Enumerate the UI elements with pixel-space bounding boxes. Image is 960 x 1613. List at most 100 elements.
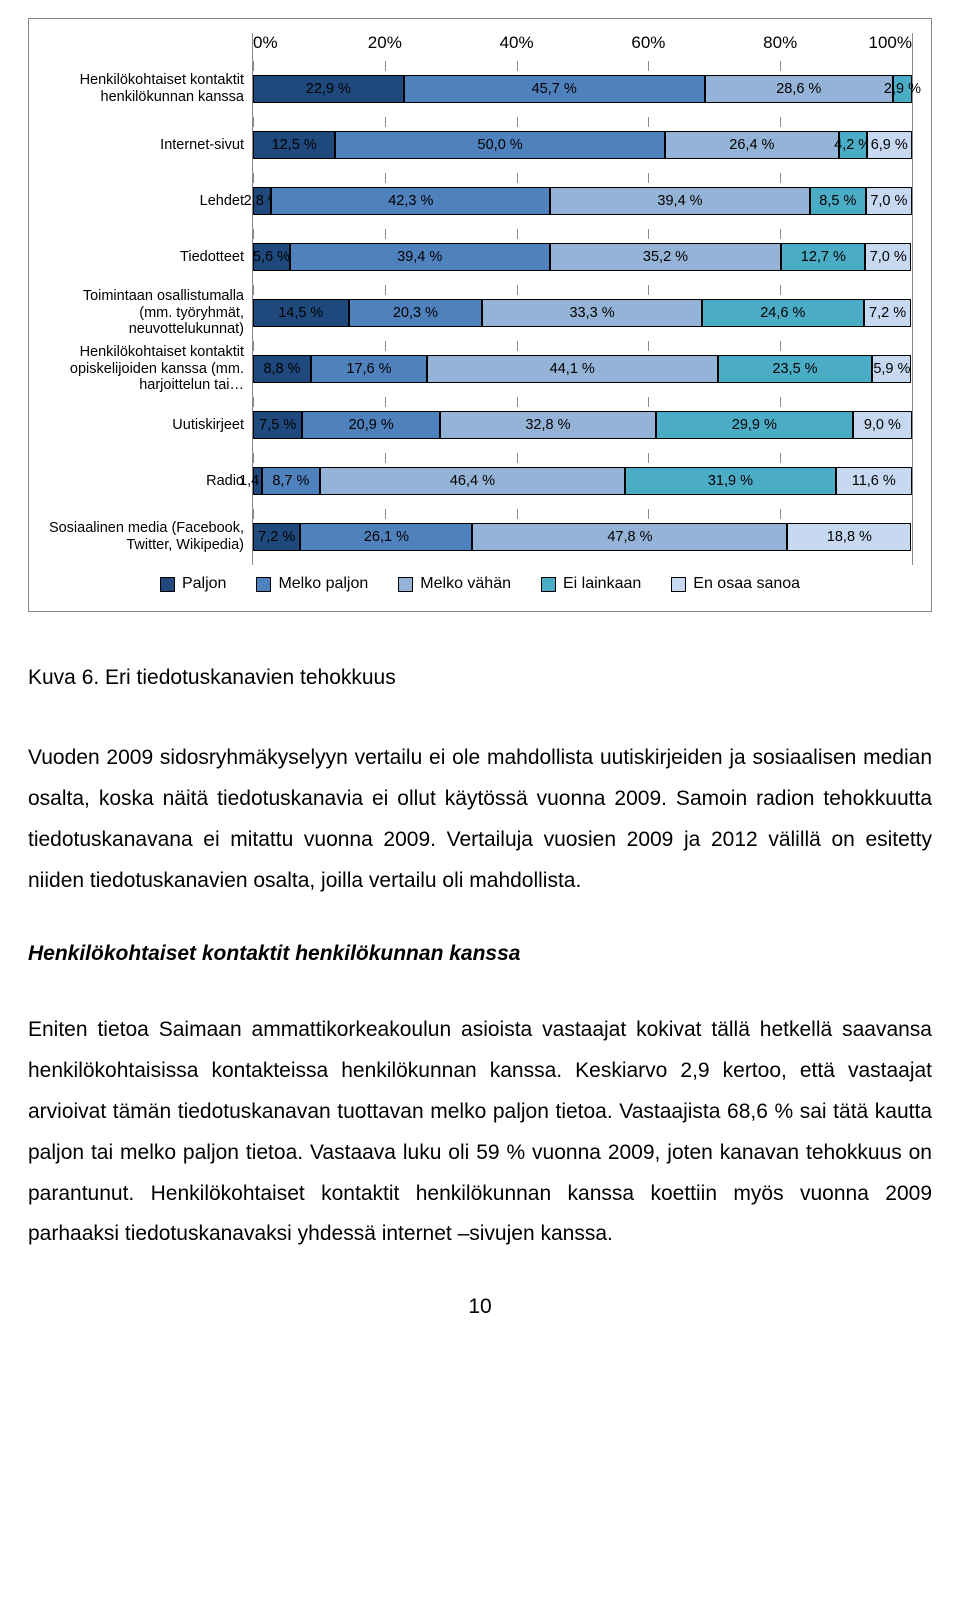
bar-category-label: Henkilökohtaiset kontaktit opiskelijoide… (47, 344, 252, 394)
bar-segment: 14,5 % (253, 299, 349, 327)
legend-label: Ei lainkaan (563, 575, 641, 593)
bar-row: 7,2 % 26,1 %47,8 %18,8 % (252, 509, 913, 565)
bar-segment: 46,4 % (320, 467, 626, 495)
legend-swatch (160, 577, 175, 592)
legend-item: Melko vähän (398, 575, 511, 593)
bar-segment-value: 31,9 % (708, 473, 753, 489)
bar-segment: 20,3 % (349, 299, 483, 327)
bar-segment: 7,5 % (253, 411, 302, 439)
bar-row: 2,8 %42,3 %39,4 %8,5 %7,0 % (252, 173, 913, 229)
bar-segment-value: 50,0 % (478, 137, 523, 153)
bar-segment-value: 33,3 % (569, 305, 614, 321)
bar-segment: 7,0 % (866, 187, 912, 215)
legend-swatch (541, 577, 556, 592)
bar-segment: 44,1 % (427, 355, 718, 383)
bar-segment-value: 39,4 % (397, 249, 442, 265)
bar-segment: 17,6 % (311, 355, 427, 383)
legend-item: Ei lainkaan (541, 575, 641, 593)
bar-segment: 7,2 % (864, 299, 911, 327)
bar-segment: 33,3 % (482, 299, 701, 327)
bar-segment: 6,9 % (867, 131, 912, 159)
legend-item: En osaa sanoa (671, 575, 800, 593)
bar-segment: 2,9 % (893, 75, 912, 103)
bar-segment-value: 42,3 % (388, 193, 433, 209)
legend-label: Melko vähän (420, 575, 511, 593)
chart-inner: Henkilökohtaiset kontaktit henkilökunnan… (47, 33, 913, 565)
bar-segment: 18,8 % (787, 523, 911, 551)
bar-segment: 4,2 % (839, 131, 867, 159)
bar-segment: 26,1 % (300, 523, 472, 551)
page-number: 10 (28, 1295, 932, 1319)
bar-segment: 35,2 % (550, 243, 782, 271)
bar-category-label: Lehdet (47, 193, 252, 210)
bar-segment-value: 7,0 % (870, 249, 907, 265)
bar-segment: 24,6 % (702, 299, 864, 327)
stacked-bar: 7,5 % 20,9 % 32,8 % 29,9 % 9,0 % (253, 411, 912, 439)
bar-segment-value: 7,0 % (870, 193, 907, 209)
bar-segment: 26,4 % (665, 131, 839, 159)
bar-segment: 5,9 % (872, 355, 911, 383)
stacked-bar-chart: Henkilökohtaiset kontaktit henkilökunnan… (28, 18, 932, 612)
bar-segment: 50,0 % (335, 131, 665, 159)
legend-item: Melko paljon (256, 575, 368, 593)
bar-category-label: Uutiskirjeet (47, 417, 252, 434)
bar-segment: 47,8 % (472, 523, 787, 551)
bar-segment-value: 17,6 % (346, 361, 391, 377)
bar-segment-value: 35,2 % (643, 249, 688, 265)
bar-row: 8,8 %17,6 %44,1 %23,5 %5,9 % (252, 341, 913, 397)
stacked-bar: 2,8 %42,3 %39,4 %8,5 %7,0 % (253, 187, 912, 215)
bar-segment-value: 12,5 % (272, 137, 317, 153)
legend-swatch (671, 577, 686, 592)
bar-category-label: Sosiaalinen media (Facebook, Twitter, Wi… (47, 520, 252, 553)
bar-category-label: Radio (47, 473, 252, 490)
stacked-bar: 7,2 % 26,1 %47,8 %18,8 % (253, 523, 912, 551)
bar-segment: 39,4 % (550, 187, 810, 215)
bar-row: 5,6 %39,4 %35,2 %12,7 %7,0 % (252, 229, 913, 285)
bar-segment-value: 32,8 % (525, 417, 570, 433)
chart-labels-column: Henkilökohtaiset kontaktit henkilökunnan… (47, 33, 252, 565)
bar-segment: 8,5 % (810, 187, 866, 215)
bar-segment-value: 29,9 % (732, 417, 777, 433)
bar-segment: 9,0 % (853, 411, 912, 439)
bar-segment: 28,6 % (705, 75, 893, 103)
bar-segment-value: 20,9 % (349, 417, 394, 433)
bar-segment-value: 7,5 % (259, 417, 296, 433)
bar-segment: 12,7 % (781, 243, 865, 271)
stacked-bar: 5,6 %39,4 %35,2 %12,7 %7,0 % (253, 243, 912, 271)
legend-label: Paljon (182, 575, 226, 593)
legend-item: Paljon (160, 575, 226, 593)
bar-segment-value: 46,4 % (450, 473, 495, 489)
bar-segment: 39,4 % (290, 243, 550, 271)
bar-segment-value: 8,8 % (263, 361, 300, 377)
bar-segment: 29,9 % (656, 411, 853, 439)
bar-row: 12,5 % 50,0 % 26,4 %4,2 %6,9 % (252, 117, 913, 173)
bar-category-label: Internet-sivut (47, 137, 252, 154)
chart-legend: Paljon Melko paljon Melko vähän Ei lainkaan… (47, 575, 913, 593)
bar-segment: 20,9 % (302, 411, 440, 439)
bar-segment: 32,8 % (440, 411, 656, 439)
bar-segment-value: 45,7 % (532, 81, 577, 97)
bar-segment: 8,7 % (262, 467, 319, 495)
bar-segment: 11,6 % (836, 467, 912, 495)
bar-row: 1,4 %8,7 %46,4 %31,9 %11,6 % (252, 453, 913, 509)
bar-segment: 22,9 % (253, 75, 404, 103)
legend-swatch (398, 577, 413, 592)
bar-segment-value: 8,7 % (272, 473, 309, 489)
figure-caption: Kuva 6. Eri tiedotuskanavien tehokkuus (28, 666, 932, 690)
stacked-bar: 12,5 % 50,0 % 26,4 %4,2 %6,9 % (253, 131, 912, 159)
legend-label: Melko paljon (278, 575, 368, 593)
section-heading: Henkilökohtaiset kontaktit henkilökunnan… (28, 942, 932, 966)
x-axis: 0%20%40%60%80%100% (252, 33, 913, 61)
axis-tick-label: 20% (368, 33, 402, 53)
bar-segment-value: 39,4 % (657, 193, 702, 209)
bar-segment: 8,8 % (253, 355, 311, 383)
chart-bars-column: 0%20%40%60%80%100% 22,9 %45,7 %28,6 %2,9… (252, 33, 913, 565)
bar-segment-value: 9,0 % (864, 417, 901, 433)
axis-tick-label: 100% (869, 33, 912, 53)
bar-segment-value: 8,5 % (819, 193, 856, 209)
bar-segment-value: 7,2 % (258, 529, 295, 545)
bar-category-label: Toimintaan osallistumalla (mm. työryhmät… (47, 288, 252, 338)
bar-row: 22,9 % 45,7 % 28,6 %2,9 % (252, 61, 913, 117)
stacked-bar: 14,5 %20,3 % 33,3 % 24,6 %7,2 % (253, 299, 912, 327)
axis-tick-label: 40% (500, 33, 534, 53)
